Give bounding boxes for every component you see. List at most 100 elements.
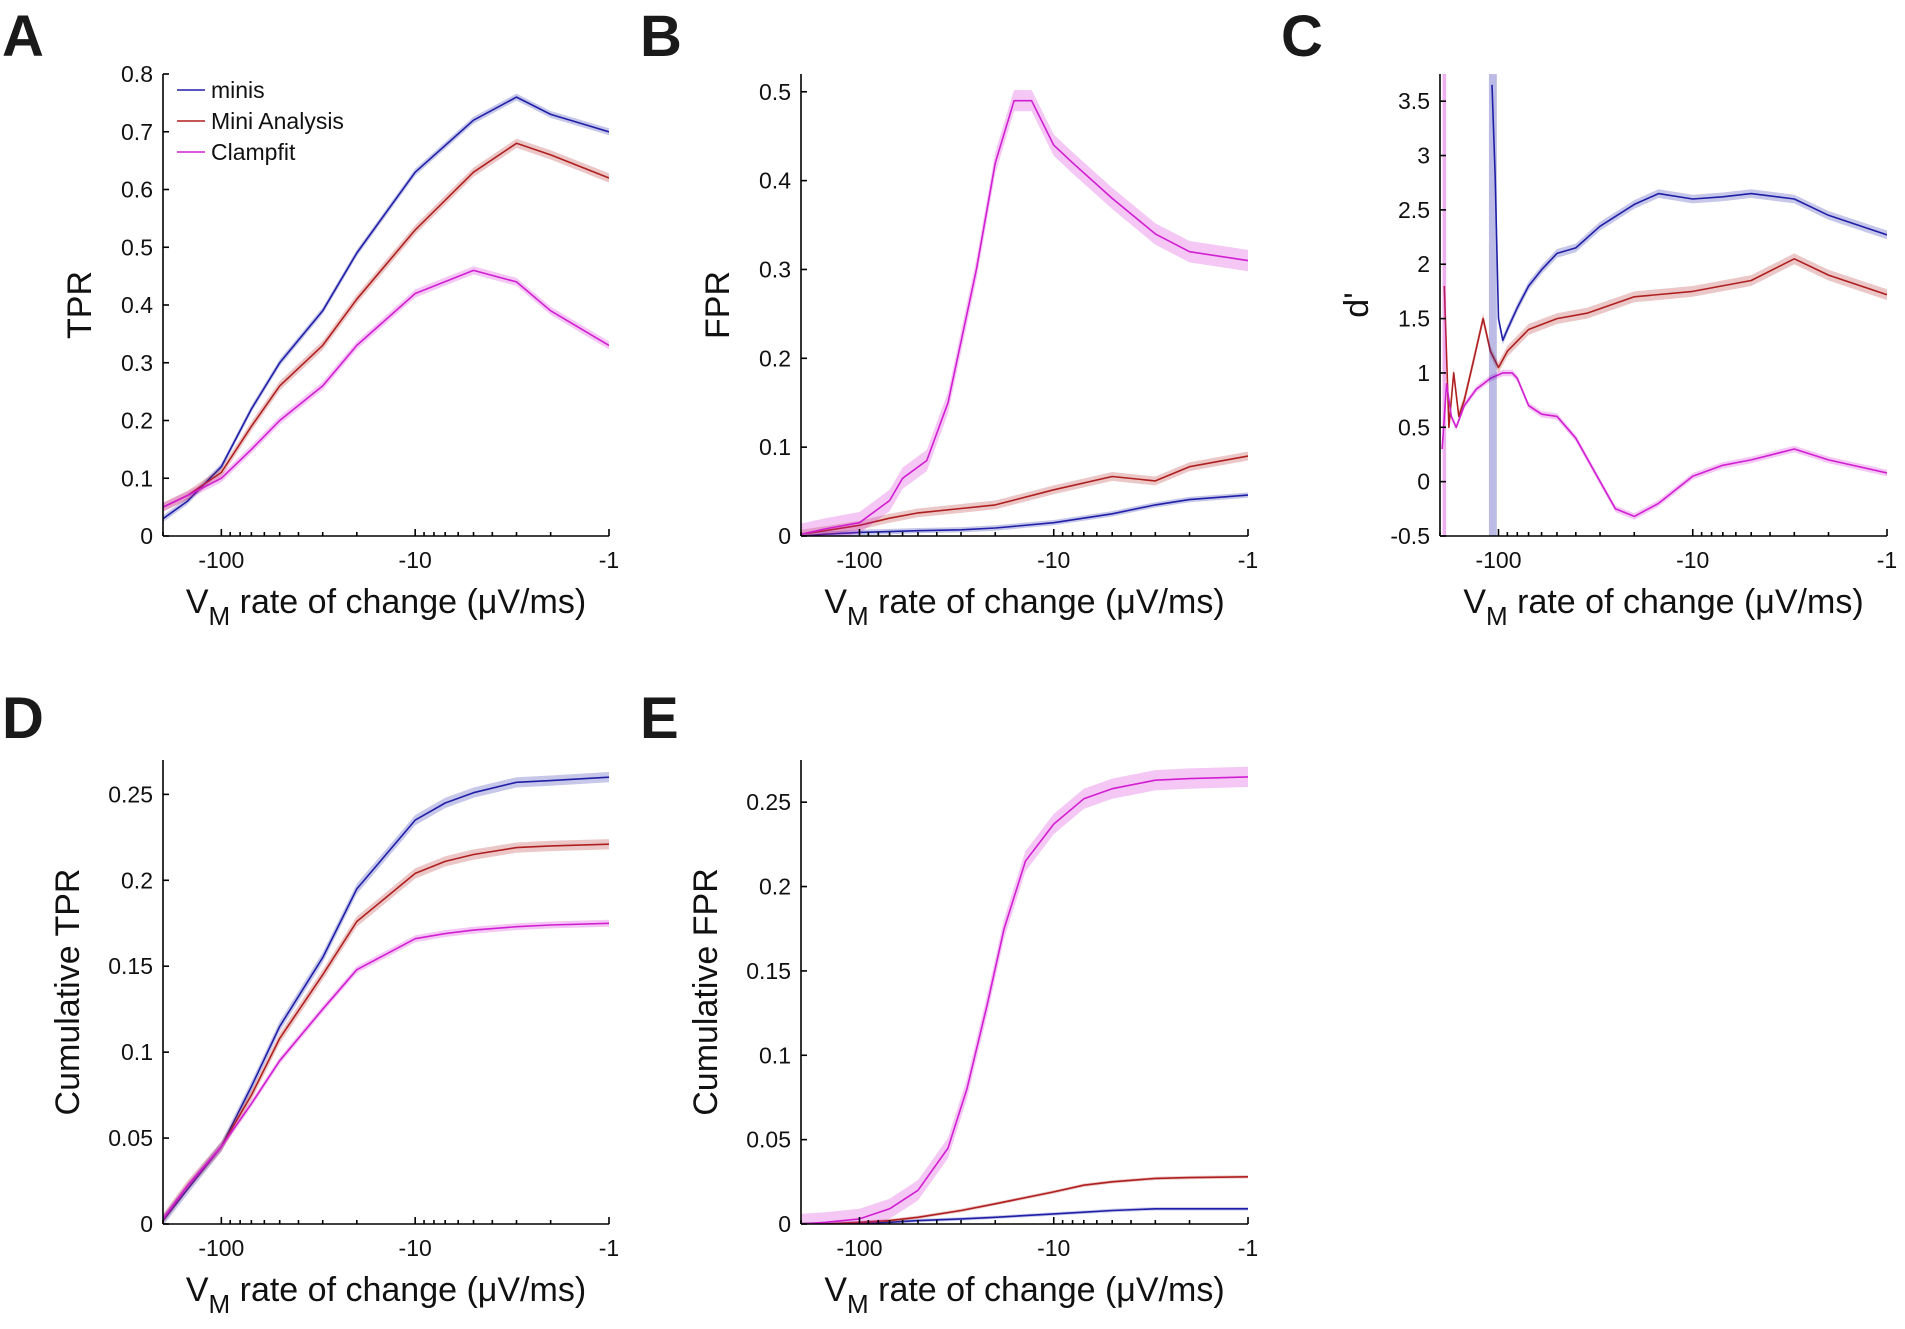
- series-band-clampfit: [801, 90, 1248, 536]
- x-tick-label: -10: [1037, 547, 1070, 573]
- x-axis-label-rest: rate of change (μV/ms): [869, 583, 1225, 621]
- series-band-clampfit-spike: [1442, 74, 1447, 536]
- x-axis-label-main: V: [824, 1271, 847, 1309]
- x-tick-label: -10: [399, 547, 432, 573]
- x-axis-label-rest: rate of change (μV/ms): [869, 1271, 1225, 1309]
- series-band-clampfit: [163, 919, 609, 1223]
- series-line-minis: [801, 494, 1248, 536]
- panel-letter: B: [640, 4, 682, 69]
- y-tick-label: 0: [140, 1211, 153, 1237]
- x-axis-label-sub: M: [209, 601, 231, 631]
- y-tick-label: -0.5: [1390, 523, 1430, 549]
- x-tick-label: -1: [1877, 547, 1897, 573]
- y-tick-label: 0.1: [121, 465, 153, 491]
- series-band-minis-spike: [1488, 74, 1497, 536]
- legend: minis Mini Analysis Clampfit: [177, 77, 344, 165]
- x-axis-label: VM rate of change (μV/ms): [186, 583, 586, 631]
- y-tick-label: 0.2: [121, 408, 153, 434]
- y-tick-label: 0.2: [759, 874, 791, 900]
- x-axis-label-rest: rate of change (μV/ms): [230, 1271, 586, 1309]
- series-line-clampfit: [801, 776, 1248, 1224]
- series-band-minis: [801, 492, 1248, 536]
- y-axis-label: Cumulative FPR: [687, 868, 725, 1116]
- series-line-clampfit: [163, 922, 609, 1220]
- x-axis-label-main: V: [186, 583, 209, 621]
- x-tick-label: -10: [399, 1235, 432, 1261]
- y-tick-label: 0.7: [121, 119, 153, 145]
- x-tick-label: -100: [198, 547, 244, 573]
- y-tick-label: 0.6: [121, 177, 153, 203]
- y-tick-label: 0.25: [108, 781, 153, 807]
- panel-letter: C: [1281, 4, 1323, 69]
- x-tick-label: -10: [1676, 547, 1709, 573]
- y-tick-label: 0.05: [746, 1127, 791, 1153]
- y-axis-label: FPR: [699, 271, 737, 339]
- plot-area: [163, 93, 609, 523]
- y-tick-label: 0.15: [108, 953, 153, 979]
- x-tick-label: -1: [599, 547, 619, 573]
- x-axis-label-main: V: [824, 583, 847, 621]
- y-tick-label: 0: [778, 1211, 791, 1237]
- panel-d: D 0 0.05 0.1 0.15 0.2 0.25 -100 -10 -1 VM rate of …: [2, 686, 619, 1319]
- y-axis-label: d': [1338, 292, 1376, 317]
- y-tick-label: 3.5: [1398, 88, 1430, 114]
- series-line-mini-analysis: [1443, 258, 1887, 429]
- legend-label-clampfit: Clampfit: [211, 139, 296, 165]
- series-band-mini-analysis: [801, 451, 1248, 536]
- series-line-mini-analysis: [163, 142, 609, 508]
- series-band-minis: [163, 93, 609, 523]
- panel-b: B 0 0.1 0.2 0.3 0.4 0.5 -100 -10 -1 VM rate of cha…: [640, 4, 1258, 631]
- y-tick-label: 0.1: [121, 1039, 153, 1065]
- legend-label-minis: minis: [211, 77, 265, 103]
- x-tick-label: -100: [1475, 547, 1521, 573]
- y-tick-label: 0.1: [759, 434, 791, 460]
- y-axis-label: Cumulative TPR: [49, 869, 87, 1116]
- y-tick-label: 0.8: [121, 61, 153, 87]
- y-tick-label: 3: [1417, 143, 1430, 169]
- panel-letter: A: [2, 4, 44, 69]
- series-band-mini-analysis: [163, 138, 609, 512]
- y-tick-label: 0.4: [759, 168, 791, 194]
- x-axis-label-sub: M: [847, 601, 869, 631]
- x-axis-label-sub: M: [1486, 601, 1508, 631]
- y-tick-label: 0.2: [759, 345, 791, 371]
- y-tick-label: 1.5: [1398, 306, 1430, 332]
- x-axis-label-sub: M: [847, 1289, 869, 1319]
- y-tick-label: 2: [1417, 251, 1430, 277]
- y-tick-label: 0.3: [121, 350, 153, 376]
- y-tick-label: 0.05: [108, 1125, 153, 1151]
- x-axis-label-sub: M: [209, 1289, 231, 1319]
- y-tick-label: 0.2: [121, 867, 153, 893]
- y-tick-label: 0.1: [759, 1042, 791, 1068]
- series-band-clampfit: [801, 766, 1248, 1224]
- y-tick-label: 0.25: [746, 789, 791, 815]
- series-line-mini-analysis: [801, 455, 1248, 535]
- panel-letter: D: [2, 686, 44, 751]
- x-tick-label: -1: [599, 1235, 619, 1261]
- series-band-minis: [163, 772, 609, 1224]
- series-line-clampfit: [1441, 372, 1887, 518]
- x-tick-label: -100: [836, 547, 882, 573]
- y-tick-label: 0: [140, 523, 153, 549]
- y-axis-label: TPR: [61, 271, 99, 339]
- series-line-minis: [163, 96, 609, 520]
- y-tick-label: 0: [778, 523, 791, 549]
- x-axis-label: VM rate of change (μV/ms): [1463, 583, 1863, 631]
- y-tick-label: 1: [1417, 360, 1430, 386]
- x-axis-label: VM rate of change (μV/ms): [824, 1271, 1224, 1319]
- y-tick-label: 0.5: [1398, 414, 1430, 440]
- panel-c: C -0.5 0 0.5 1 1.5 2 2.5 3 3.5 -100 -10 -1 VM rate of…: [1281, 4, 1897, 631]
- x-tick-label: -1: [1238, 547, 1258, 573]
- x-axis-label: VM rate of change (μV/ms): [824, 583, 1224, 631]
- y-tick-label: 0.4: [121, 292, 153, 318]
- series-band-clampfit: [163, 266, 609, 512]
- plot-area: [801, 90, 1248, 536]
- x-tick-label: -100: [836, 1235, 882, 1261]
- panel-a: A 0 0.1 0.2 0.3 0.4 0.5 0.6 0.7 0.8 -100 -10 -1 VM ra…: [2, 4, 619, 631]
- x-axis-label: VM rate of change (μV/ms): [186, 1271, 586, 1319]
- y-tick-label: 0.3: [759, 256, 791, 282]
- y-tick-label: 0: [1417, 469, 1430, 495]
- y-tick-label: 0.5: [121, 234, 153, 260]
- x-axis-label-rest: rate of change (μV/ms): [1508, 583, 1864, 621]
